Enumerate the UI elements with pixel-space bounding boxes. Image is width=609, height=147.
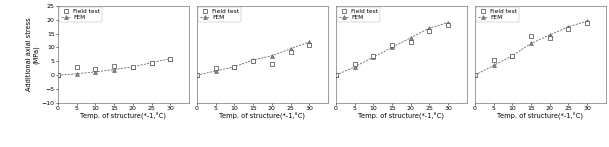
X-axis label: Temp. of structure(*-1,°C): Temp. of structure(*-1,°C): [498, 112, 583, 120]
Legend: Field test, FEM: Field test, FEM: [198, 7, 241, 22]
X-axis label: Temp. of structure(*-1,°C): Temp. of structure(*-1,°C): [80, 112, 166, 120]
X-axis label: Temp. of structure(*-1,°C): Temp. of structure(*-1,°C): [219, 112, 305, 120]
Y-axis label: Additional axial stress
(MPa): Additional axial stress (MPa): [26, 18, 40, 91]
Legend: Field test, FEM: Field test, FEM: [476, 7, 519, 22]
Legend: Field test, FEM: Field test, FEM: [59, 7, 102, 22]
X-axis label: Temp. of structure(*-1,°C): Temp. of structure(*-1,°C): [359, 112, 445, 120]
Legend: Field test, FEM: Field test, FEM: [337, 7, 380, 22]
